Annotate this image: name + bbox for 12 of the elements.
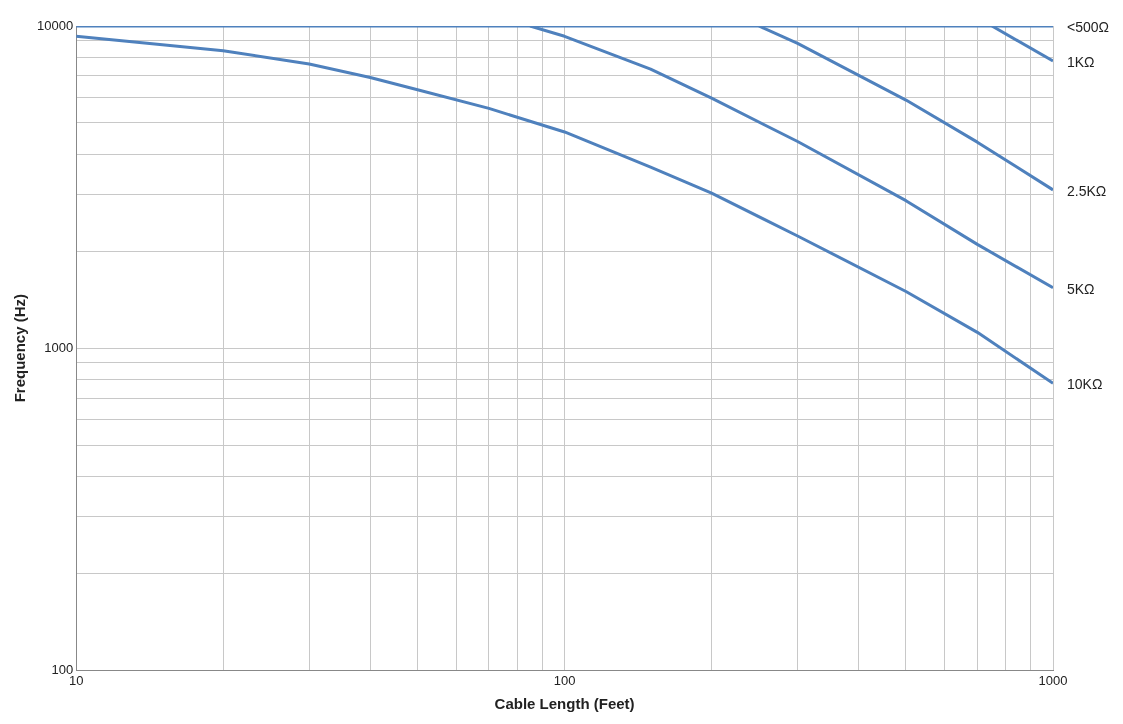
x-tick-label: 1000 xyxy=(1038,672,1068,688)
x-tick-label: 100 xyxy=(553,672,576,688)
series-label: 1KΩ xyxy=(1067,53,1095,70)
y-tick-label: 10000 xyxy=(36,17,74,33)
series-label: 2.5KΩ xyxy=(1067,182,1107,199)
series-label: <500Ω xyxy=(1067,18,1109,35)
y-tick-label: 1000 xyxy=(44,339,74,355)
x-axis-title: Cable Length (Feet) xyxy=(494,695,635,713)
series-label: 5KΩ xyxy=(1067,280,1095,297)
series-label: 10KΩ xyxy=(1067,376,1103,393)
y-tick-label: 100 xyxy=(51,661,74,677)
y-axis-title: Frequency (Hz) xyxy=(11,294,29,403)
